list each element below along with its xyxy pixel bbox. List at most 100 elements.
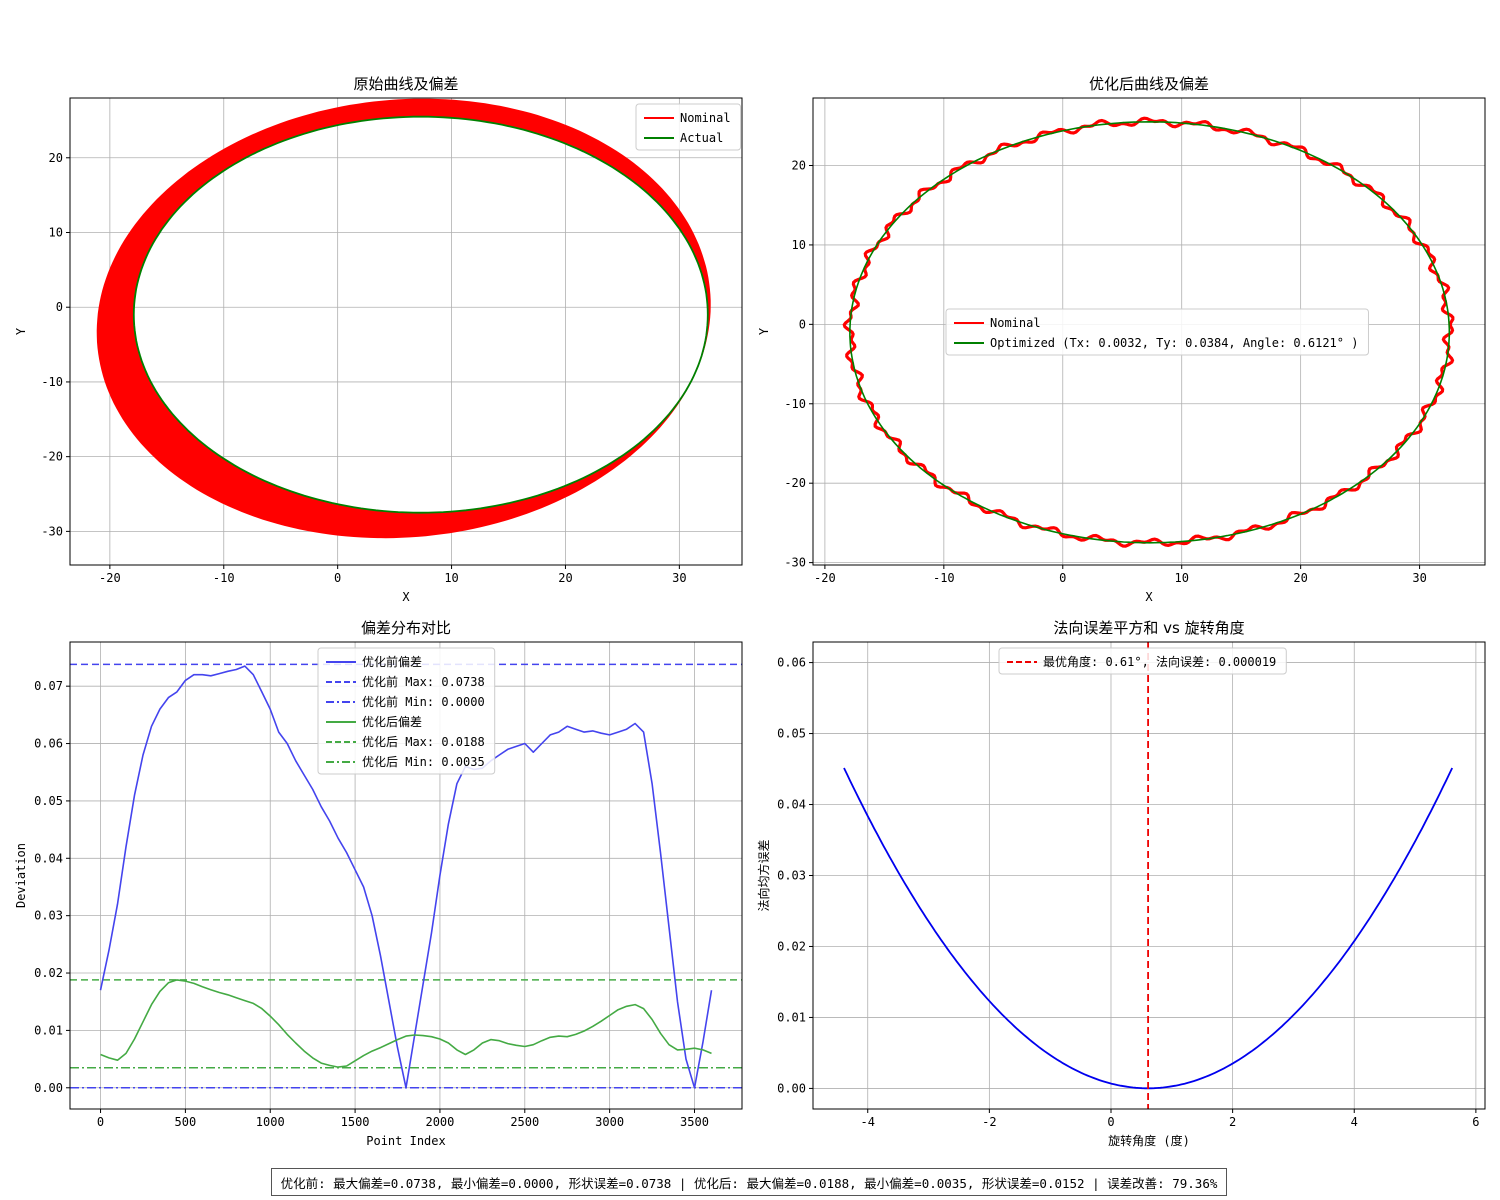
x-tick-label: 1500 — [341, 1115, 370, 1129]
x-tick-label: 2 — [1229, 1115, 1236, 1129]
grid — [813, 642, 1485, 1109]
y-tick-label: 0.03 — [777, 869, 806, 883]
chart-title: 优化后曲线及偏差 — [1089, 75, 1209, 93]
deviation-band — [97, 99, 711, 538]
x-tick-label: 10 — [1174, 571, 1188, 585]
x-tick-label: 1000 — [256, 1115, 285, 1129]
y-tick-label: 0.04 — [777, 798, 806, 812]
panel-optimized: -20 -10 0 10 20 30 -30 -20 -10 0 10 20 优化后曲线及偏差 X Y Nom… — [757, 75, 1486, 604]
x-tick-label: 3500 — [680, 1115, 709, 1129]
summary-box: 优化前: 最大偏差=0.0738, 最小偏差=0.0000, 形状误差=0.07… — [271, 1168, 1227, 1196]
y-tick-label: 0.07 — [34, 679, 63, 693]
y-tick-label: 10 — [792, 238, 806, 252]
y-tick-label: 0.06 — [34, 737, 63, 751]
plot-area — [842, 116, 1455, 548]
legend-label: Nominal — [990, 316, 1041, 330]
y-axis-label: Deviation — [14, 843, 28, 908]
x-tick-label: 20 — [558, 571, 572, 585]
y-tick-label: -20 — [41, 450, 63, 464]
legend-frame — [945, 308, 1369, 356]
x-tick-label: 6 — [1472, 1115, 1479, 1129]
y-axis-label: 法向均方误差 — [756, 839, 771, 911]
legend-label: 优化后 Min: 0.0035 — [362, 755, 485, 769]
legend-label: 优化后 Max: 0.0188 — [362, 735, 485, 749]
y-tick-label: 20 — [49, 151, 63, 165]
legend: Nominal Optimized (Tx: 0.0032, Ty: 0.0384… — [945, 308, 1369, 356]
x-tick-label: -2 — [982, 1115, 996, 1129]
y-tick-label: 0.02 — [777, 939, 806, 953]
x-tick-label: -10 — [933, 571, 955, 585]
y-axis-label: Y — [14, 327, 28, 335]
axes: -20 -10 0 10 20 30 -30 -20 -10 0 10 20 优化后曲线及偏差 X Y — [757, 75, 1486, 604]
legend-label: 优化前 Max: 0.0738 — [362, 674, 485, 689]
after-deviation-line — [100, 979, 712, 1068]
legend-label: Actual — [680, 131, 723, 145]
legend-label: Optimized (Tx: 0.0032, Ty: 0.0384, Angle… — [990, 336, 1358, 350]
grid — [70, 98, 742, 565]
y-tick-label: -20 — [784, 476, 806, 490]
x-tick-label: -20 — [814, 571, 836, 585]
legend-frame — [317, 647, 496, 775]
x-tick-label: 10 — [444, 571, 458, 585]
chart-title: 偏差分布对比 — [361, 619, 451, 637]
x-tick-label: 20 — [1293, 571, 1307, 585]
axes: 0 500 1000 1500 2000 2500 3000 3500 0.00 0.01 0.02… — [14, 619, 743, 1148]
y-tick-label: -30 — [784, 556, 806, 570]
x-tick-label: 4 — [1351, 1115, 1358, 1129]
y-tick-label: 0 — [56, 300, 63, 314]
x-axis-label: Point Index — [366, 1134, 445, 1148]
legend-label: 最优角度: 0.61°, 法向误差: 0.000019 — [1043, 654, 1276, 669]
panel-deviation: 0 500 1000 1500 2000 2500 3000 3500 0.00 0.01 0.02… — [14, 619, 743, 1148]
chart-title: 原始曲线及偏差 — [353, 75, 458, 93]
x-axis-label: X — [402, 590, 410, 604]
x-tick-label: 0 — [334, 571, 341, 585]
axes: -4 -2 0 2 4 6 0.00 0.01 0.02 0.03 0.04 0.05 0.06 法向误差… — [756, 619, 1486, 1148]
x-tick-label: 30 — [672, 571, 686, 585]
y-tick-label: 20 — [792, 159, 806, 173]
legend: Nominal Actual — [635, 103, 742, 151]
legend-label: 优化前偏差 — [362, 654, 422, 669]
chart-title: 法向误差平方和 vs 旋转角度 — [1053, 619, 1244, 637]
legend-label: Nominal — [680, 111, 731, 125]
x-tick-label: 500 — [175, 1115, 197, 1129]
y-tick-label: 0.02 — [34, 966, 63, 980]
nominal-curve — [842, 116, 1455, 548]
plot-area — [843, 642, 1454, 1109]
y-tick-label: 0.00 — [34, 1081, 63, 1095]
y-tick-label: 0.04 — [34, 851, 63, 865]
grid — [70, 642, 742, 1109]
y-axis-label: Y — [757, 327, 771, 335]
y-tick-label: -30 — [41, 524, 63, 538]
y-tick-label: 0.01 — [777, 1010, 806, 1024]
x-axis-label: X — [1145, 590, 1153, 604]
y-tick-label: 10 — [49, 225, 63, 239]
x-tick-label: 3000 — [595, 1115, 624, 1129]
x-tick-label: 0 — [97, 1115, 104, 1129]
actual-curve — [132, 115, 709, 514]
y-tick-label: -10 — [784, 397, 806, 411]
legend: 最优角度: 0.61°, 法向误差: 0.000019 — [998, 647, 1287, 675]
axes-frame — [69, 641, 743, 1110]
x-tick-label: -10 — [213, 571, 235, 585]
plot-area — [96, 98, 711, 539]
y-tick-label: 0.03 — [34, 909, 63, 923]
y-tick-label: 0.01 — [34, 1023, 63, 1037]
legend-frame — [998, 647, 1287, 675]
y-tick-label: 0.06 — [777, 656, 806, 670]
axes: -20 -10 0 10 20 30 -30 -20 -10 0 10 20 原始曲线及偏差 X Y — [14, 75, 743, 604]
x-tick-label: -20 — [99, 571, 121, 585]
x-tick-label: 2000 — [425, 1115, 454, 1129]
x-tick-label: 2500 — [510, 1115, 539, 1129]
y-tick-label: 0.05 — [34, 794, 63, 808]
nominal-curve — [96, 98, 711, 539]
y-tick-label: 0 — [799, 317, 806, 331]
axes-frame — [812, 97, 1486, 566]
legend-label: 优化前 Min: 0.0000 — [362, 694, 485, 709]
x-tick-label: 0 — [1059, 571, 1066, 585]
y-tick-label: 0.05 — [777, 727, 806, 741]
x-tick-label: 0 — [1107, 1115, 1114, 1129]
legend-label: 优化后偏差 — [362, 714, 422, 729]
x-tick-label: 30 — [1412, 571, 1426, 585]
